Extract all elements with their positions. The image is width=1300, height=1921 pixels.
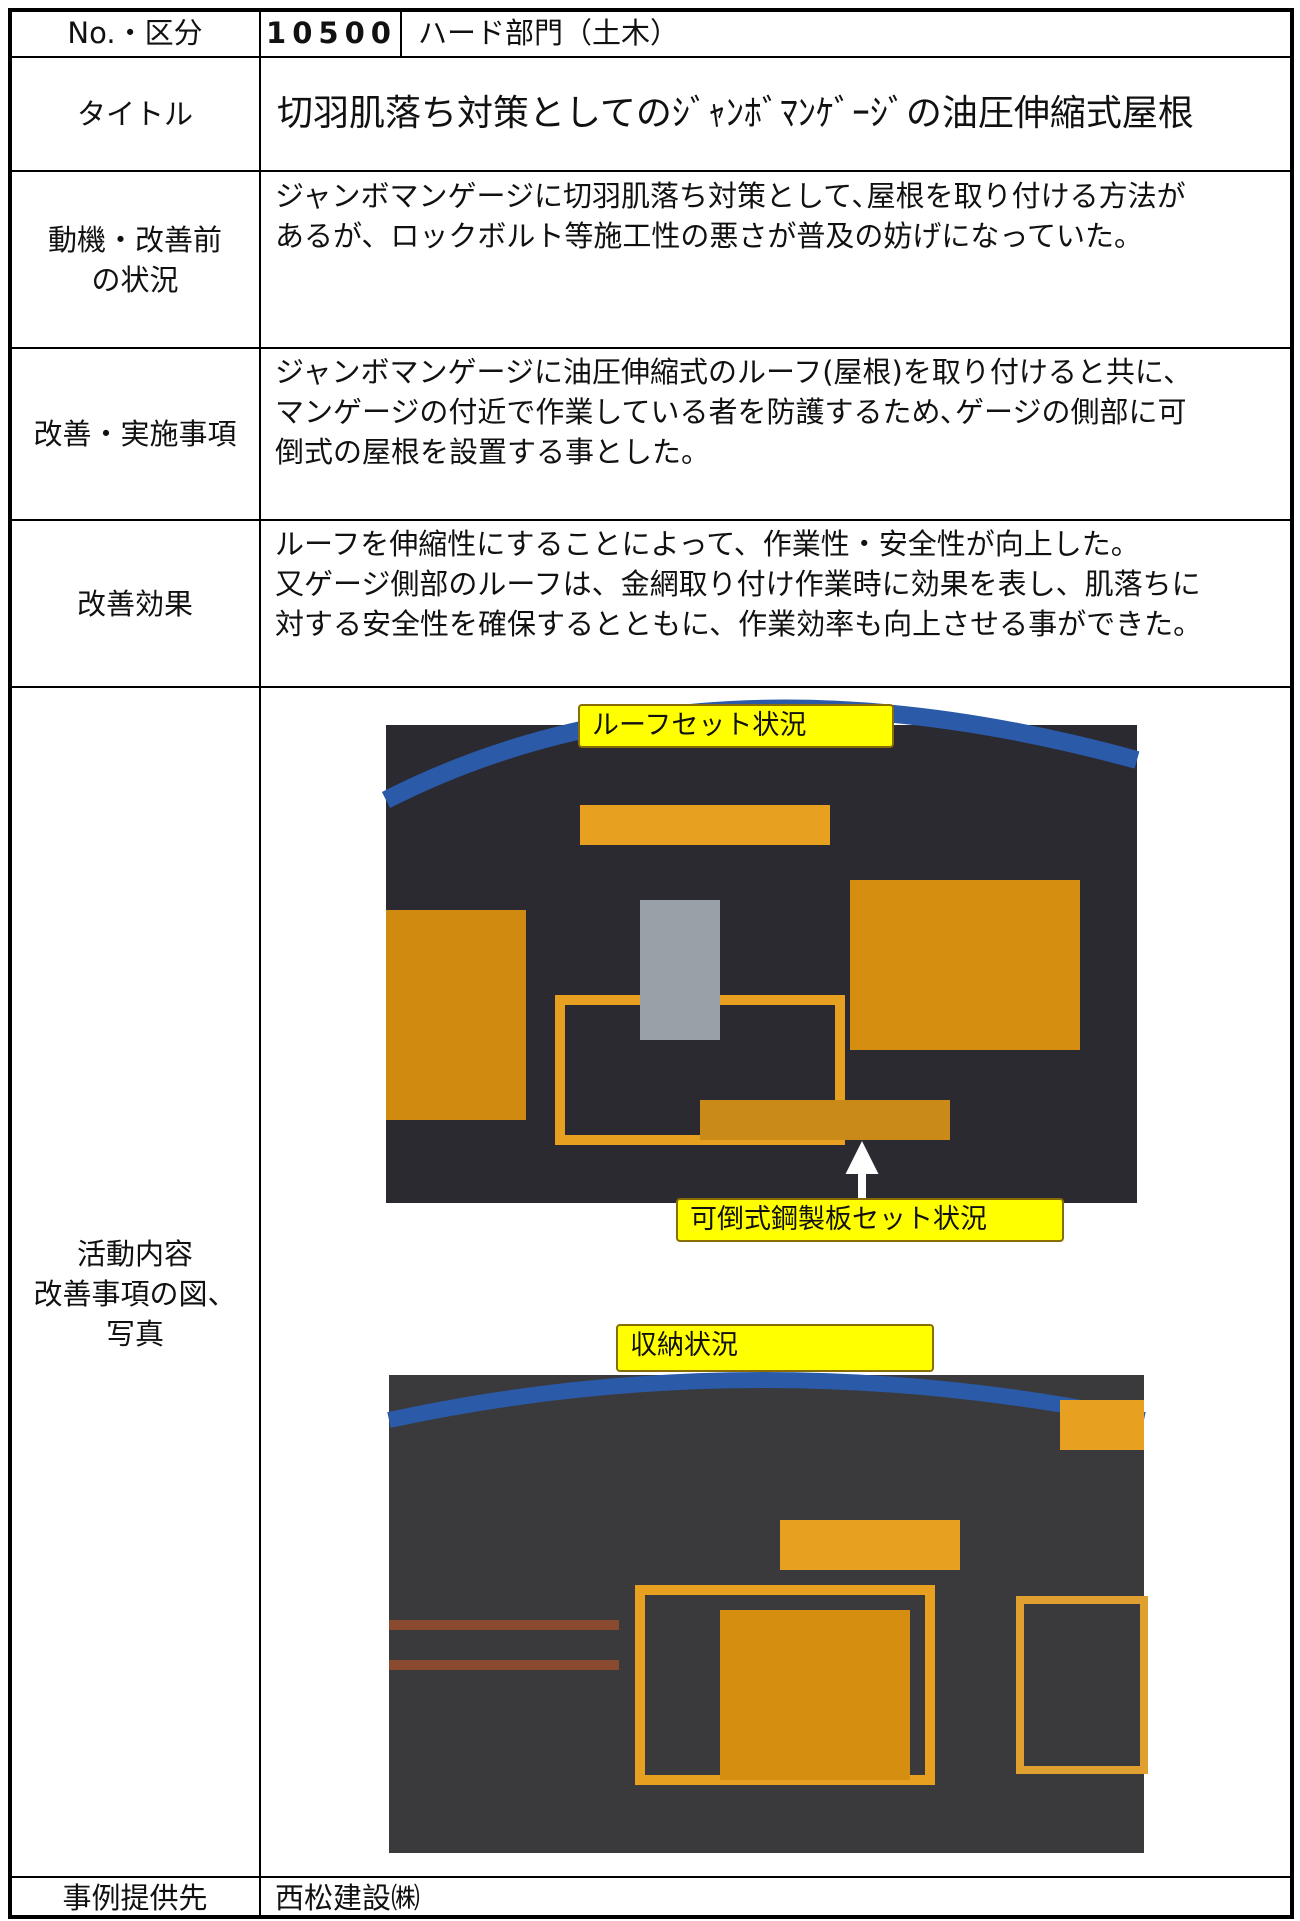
text-line: ルーフを伸縮性にすることによって、作業性・安全性が向上した。 — [275, 527, 1140, 561]
photo-1 — [381, 699, 1140, 1203]
text-line: ジャンボマンゲージに切羽肌落ち対策として､屋根を取り付ける方法が — [275, 179, 1186, 213]
text-line: 対する安全性を確保するとともに、作業効率も向上させる事ができた。 — [275, 607, 1203, 641]
text-line: マンゲージの付近で作業している者を防護するため､ゲージの側部に可 — [275, 395, 1187, 429]
label: 改善効果 — [76, 587, 193, 621]
photo-label: 収納状況 — [616, 1324, 934, 1372]
label: の状況 — [91, 263, 179, 297]
case-number: 10500 — [266, 16, 397, 50]
label: 写真 — [105, 1317, 164, 1351]
photo-2 — [387, 1372, 1148, 1853]
photo-label: ルーフセット状況 — [578, 704, 894, 748]
photo-label: 可倒式鋼製板セット状況 — [676, 1198, 1064, 1242]
title: 切羽肌落ち対策としてのｼﾞｬﾝﾎﾞﾏﾝｹﾞｰｼﾞの油圧伸縮式屋根 — [277, 93, 1194, 134]
category: ハード部門（土木） — [418, 16, 680, 50]
text-line: ジャンボマンゲージに油圧伸縮式のルーフ(屋根)を取り付けると共に､ — [275, 355, 1179, 389]
label: No.・区分 — [67, 16, 203, 50]
label: 活動内容 — [76, 1237, 193, 1271]
label: タイトル — [76, 97, 193, 131]
label: 事例提供先 — [62, 1881, 208, 1915]
text-line: あるが、ロックボルト等施工性の悪さが普及の妨げになっていた。 — [275, 219, 1143, 253]
provider: 西松建設㈱ — [275, 1881, 421, 1915]
text-line: 倒式の屋根を設置する事とした。 — [275, 435, 711, 469]
label: 改善・実施事項 — [33, 417, 237, 451]
text-line: 又ゲージ側部のルーフは、金網取り付け作業時に効果を表し、肌落ちに — [275, 567, 1201, 601]
label: 改善事項の図、 — [33, 1277, 237, 1311]
label: 動機・改善前 — [47, 223, 222, 257]
